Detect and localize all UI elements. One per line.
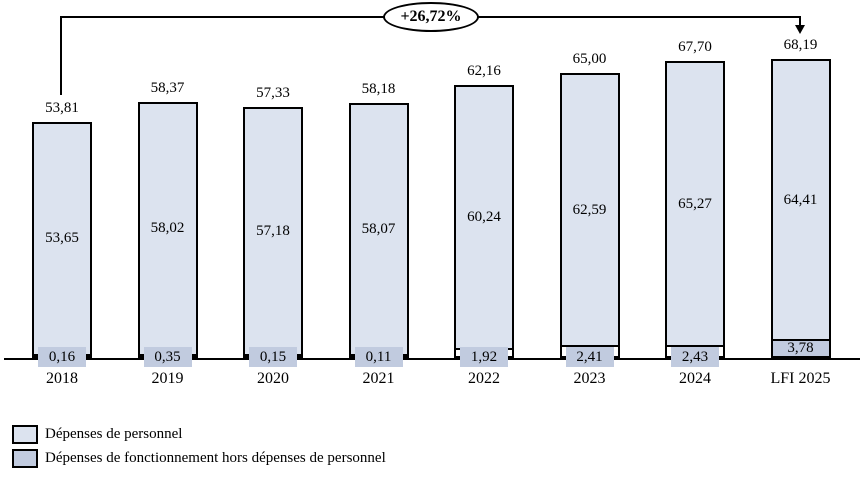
bar-total-label: 62,16 bbox=[467, 63, 501, 80]
bar-personnel-label: 57,18 bbox=[256, 222, 290, 239]
bar-lfi-2025: 64,41 bbox=[770, 58, 831, 358]
legend-swatch-personnel bbox=[12, 424, 38, 444]
bar-personnel-label: 62,59 bbox=[572, 201, 607, 218]
bar-fonctionnement-label: 0,15 bbox=[249, 347, 297, 367]
growth-ellipse: +26,72% bbox=[383, 2, 479, 32]
bar-personnel-label: 53,65 bbox=[45, 230, 79, 247]
bar-total-label: 68,19 bbox=[783, 36, 818, 53]
bar-2022: 60,24 bbox=[454, 85, 514, 358]
bar-total-label: 57,33 bbox=[256, 84, 290, 101]
bar-2019: 58,02 bbox=[137, 101, 198, 358]
bar-total-label: 67,70 bbox=[678, 39, 712, 56]
annotation-connector-left bbox=[60, 16, 62, 95]
legend-item-personnel: Dépenses de personnel bbox=[12, 424, 386, 444]
legend-swatch-fonctionnement bbox=[12, 448, 38, 468]
bar-2021: 58,07 bbox=[348, 102, 409, 358]
bar-total-label: 58,37 bbox=[150, 79, 185, 96]
x-axis-tick-label: 2019 bbox=[151, 370, 184, 387]
bar-personnel-label: 58,02 bbox=[150, 220, 185, 237]
x-axis-tick-label: 2020 bbox=[257, 370, 289, 387]
x-axis-tick-label: LFI 2025 bbox=[770, 370, 831, 387]
bar-2023: 62,59 bbox=[559, 72, 620, 358]
x-axis-tick-label: 2023 bbox=[573, 370, 606, 387]
legend-label-fonctionnement: Dépenses de fonctionnement hors dépenses… bbox=[45, 449, 386, 466]
x-axis-line bbox=[4, 358, 860, 360]
bar-total-label: 65,00 bbox=[572, 50, 607, 67]
x-axis-tick-label: 2024 bbox=[679, 370, 711, 387]
bar-2024: 65,27 bbox=[665, 61, 725, 358]
bar-fonctionnement-label: 0,16 bbox=[38, 347, 86, 367]
bar-personnel-label: 65,27 bbox=[678, 195, 712, 212]
bar-fonctionnement-segment bbox=[772, 339, 829, 356]
legend-item-fonctionnement: Dépenses de fonctionnement hors dépenses… bbox=[12, 448, 386, 468]
bar-2018: 53,65 bbox=[32, 121, 92, 358]
bar-fonctionnement-label: 2,41 bbox=[565, 347, 614, 367]
legend: Dépenses de personnel Dépenses de foncti… bbox=[12, 424, 386, 472]
bar-fonctionnement-label: 1,92 bbox=[460, 347, 508, 367]
bar-fonctionnement-label: 3,78 bbox=[787, 339, 814, 356]
x-axis-tick-label: 2022 bbox=[468, 370, 500, 387]
bar-2020: 57,18 bbox=[243, 106, 303, 358]
x-axis-tick-label: 2018 bbox=[46, 370, 78, 387]
annotation-arrowhead-icon bbox=[795, 25, 805, 34]
x-axis-tick-label: 2021 bbox=[362, 370, 395, 387]
bar-fonctionnement-label: 0,35 bbox=[143, 347, 192, 367]
bar-personnel-label: 60,24 bbox=[467, 208, 501, 225]
legend-label-personnel: Dépenses de personnel bbox=[45, 425, 183, 442]
bar-personnel-label: 58,07 bbox=[361, 220, 396, 237]
bar-fonctionnement-label: 0,11 bbox=[354, 347, 403, 367]
annotation-connector-right bbox=[799, 16, 801, 26]
growth-label: +26,72% bbox=[400, 8, 462, 25]
bar-personnel-label: 64,41 bbox=[783, 191, 818, 208]
bar-total-label: 58,18 bbox=[361, 80, 396, 97]
bar-fonctionnement-label: 2,43 bbox=[671, 347, 719, 367]
bar-total-label: 53,81 bbox=[45, 99, 79, 116]
